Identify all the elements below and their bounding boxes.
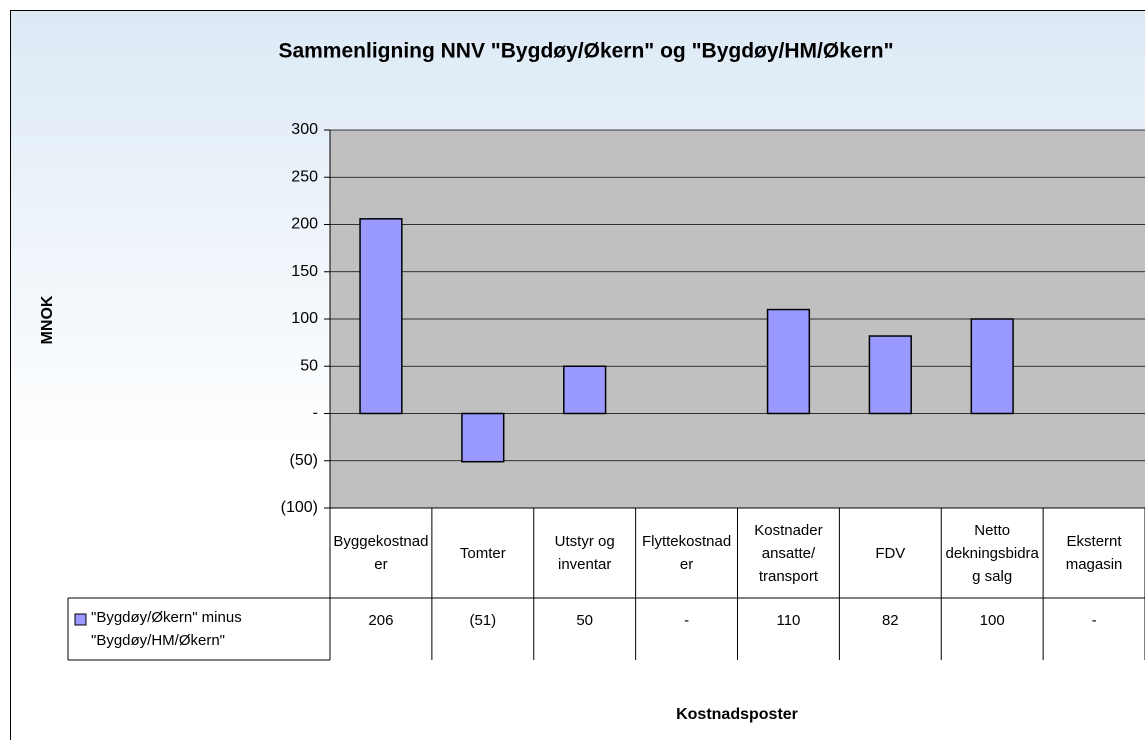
legend-swatch <box>74 613 87 626</box>
category-label: Byggekostnader <box>333 533 429 573</box>
bar <box>359 218 403 415</box>
value-label: - <box>1091 611 1097 629</box>
value-label: 206 <box>368 611 394 629</box>
value-label: (51) <box>469 611 497 629</box>
y-tick-label: 250 <box>291 168 318 185</box>
bar <box>970 318 1014 415</box>
category-label: Netto dekningsbidrag salg <box>945 521 1039 585</box>
category-label: Eksternt magasin <box>1065 533 1123 573</box>
y-tick-label: 100 <box>291 310 318 327</box>
category-label: FDV <box>875 544 906 562</box>
bar <box>868 335 912 415</box>
bar <box>563 365 607 415</box>
y-tick-label: 300 <box>291 121 318 138</box>
category-label: Flyttekostnader <box>641 533 732 573</box>
value-label: 82 <box>881 611 899 629</box>
x-axis-label: Kostnadsposter <box>676 706 798 723</box>
y-tick-label: 200 <box>291 216 318 233</box>
y-tick-label: 150 <box>291 263 318 280</box>
bar <box>766 308 811 415</box>
y-axis-label: MNOK <box>39 295 56 344</box>
y-tick-label: (100) <box>281 499 318 516</box>
category-label: Kostnader ansatte/ transport <box>754 521 823 585</box>
value-label: - <box>684 611 690 629</box>
y-tick-label: 50 <box>300 357 318 374</box>
chart-title: Sammenligning NNV "Bygdøy/Økern" og "Byg… <box>278 40 893 63</box>
value-label: 100 <box>979 611 1005 629</box>
category-label: Utstyr og inventar <box>554 533 615 573</box>
value-label: 110 <box>776 611 801 629</box>
category-label: Tomter <box>459 544 506 562</box>
bar <box>461 412 505 463</box>
legend-label: "Bygdøy/Økern" minus "Bygdøy/HM/Økern" <box>91 609 242 649</box>
value-label: 50 <box>576 611 594 629</box>
y-tick-label: - <box>313 405 318 422</box>
y-tick-label: (50) <box>290 452 318 469</box>
